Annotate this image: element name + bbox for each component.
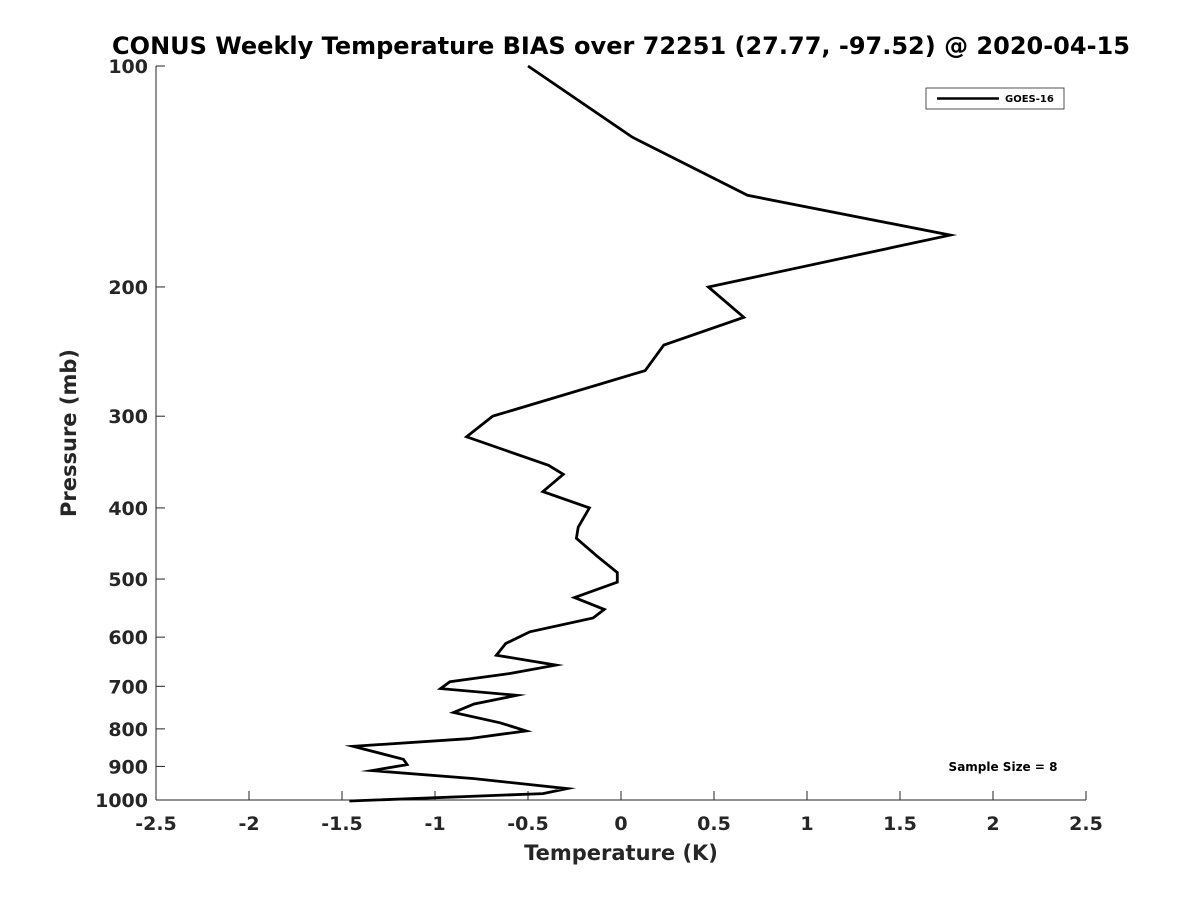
data-point [371,770,372,771]
data-point [632,137,633,138]
data-point [496,655,497,656]
data-point [542,491,543,492]
data-point [617,572,618,573]
data-point [563,474,564,475]
data-point [474,778,475,779]
y-tick-label: 500 [108,569,148,591]
y-tick-label: 1000 [95,790,148,812]
y-ticks: 100 200 300 400 500 600 700 800 900 1000 [95,56,165,812]
data-point [589,507,590,508]
data-point [555,665,556,666]
y-tick-label: 400 [108,498,148,520]
x-tick-label: -2 [238,813,259,835]
y-tick-label: 300 [108,406,148,428]
data-point [645,370,646,371]
series-layer [344,64,958,803]
x-tick-label: 2.5 [1069,813,1103,835]
data-point [548,465,549,466]
data-point [593,618,594,619]
data-point [596,555,597,556]
data-point [466,436,467,437]
data-point [743,317,744,318]
data-point [567,788,568,789]
data-point [407,764,408,765]
x-tick-label: -1.5 [321,813,363,835]
y-tick-label: 900 [108,756,148,778]
x-tick-label: -1 [424,813,445,835]
data-point [708,287,709,288]
data-point [511,673,512,674]
data-point [349,801,350,802]
x-tick-label: -0.5 [507,813,549,835]
x-ticks: -2.5 -2 -1.5 -1 -0.5 0 0.5 1 1.5 2 2.5 [135,791,1103,835]
data-point [528,66,529,67]
y-axis-label: Pressure (mb) [57,349,81,517]
x-tick-label: 0.5 [697,813,731,835]
data-point [440,688,441,689]
legend: GOES-16 [925,87,1065,110]
x-tick-label: 1.5 [883,813,917,835]
data-point [574,597,575,598]
data-point [449,681,450,682]
data-point [353,746,354,747]
data-point [529,631,530,632]
data-point [578,527,579,528]
sample-size-annotation: Sample Size = 8 [949,760,1058,774]
y-tick-label: 100 [108,56,148,78]
x-tick-label: 1 [800,813,813,835]
data-point [468,738,469,739]
x-tick-label: 0 [614,813,627,835]
y-tick-label: 800 [108,719,148,741]
data-point [492,416,493,417]
x-tick-label: 2 [986,813,999,835]
legend-entry-goes-16: GOES-16 [1005,94,1054,105]
y-tick-label: 600 [108,627,148,649]
data-point [474,704,475,705]
data-point [747,195,748,196]
chart-title: CONUS Weekly Temperature BIAS over 72251… [112,32,1130,60]
data-point [576,538,577,539]
x-axis-label: Temperature (K) [524,841,718,865]
data-point [516,695,517,696]
data-point [526,730,527,731]
data-point [542,793,543,794]
data-point [663,345,664,346]
data-point [500,722,501,723]
data-point [403,759,404,760]
series-line-goes-16 [344,64,958,803]
data-point [604,609,605,610]
y-tick-label: 700 [108,676,148,698]
x-tick-label: -2.5 [135,813,177,835]
data-point [453,712,454,713]
data-point [617,582,618,583]
data-point [505,643,506,644]
data-point [950,235,951,236]
y-tick-label: 200 [108,277,148,299]
